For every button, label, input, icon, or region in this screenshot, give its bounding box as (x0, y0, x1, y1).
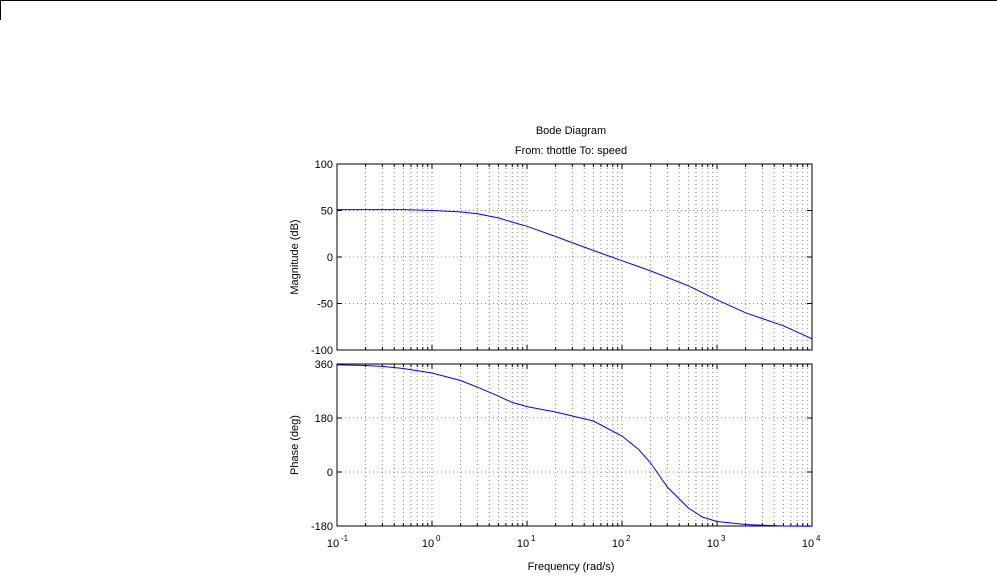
x-tick-label-exponent: 3 (721, 534, 726, 543)
magnitude-axes-box (336, 163, 813, 351)
x-tick-label: 10 (612, 538, 624, 550)
x-tick-label: 10 (327, 538, 339, 550)
magnitude-series-line (337, 209, 813, 340)
chart-title: Bode Diagram (536, 125, 606, 137)
phase-axes-box (336, 363, 813, 527)
phase-ytick-label: -180 (311, 521, 333, 533)
phase-ytick-label: 0 (327, 467, 333, 479)
left-rule (0, 0, 1, 20)
phase-ytick-label: 180 (315, 413, 333, 425)
x-tick-label-exponent: 1 (531, 534, 536, 543)
x-tick-label-exponent: 0 (436, 534, 441, 543)
x-tick-label: 10 (422, 538, 434, 550)
chart-subtitle: From: thottle To: speed (515, 145, 627, 157)
top-rule (0, 0, 997, 1)
x-tick-label-exponent: 2 (626, 534, 631, 543)
phase-y-axis-label: Phase (deg) (289, 415, 301, 475)
x-tick-label: 10 (802, 538, 814, 550)
phase-ytick-label: 360 (315, 359, 333, 371)
x-tick-label-exponent: 4 (816, 534, 821, 543)
magnitude-ytick-label: -100 (311, 345, 333, 357)
magnitude-ytick-label: 50 (321, 206, 333, 218)
phase-series-line (336, 364, 813, 527)
x-axis-label: Frequency (rad/s) (528, 561, 615, 573)
x-tick-label-exponent: -1 (341, 534, 349, 543)
magnitude-ytick-label: 100 (315, 159, 333, 171)
x-tick-label: 10 (707, 538, 719, 550)
magnitude-ytick-label: 0 (327, 252, 333, 264)
magnitude-y-axis-label: Magnitude (dB) (289, 219, 301, 294)
x-tick-label: 10 (517, 538, 529, 550)
magnitude-ytick-label: -50 (317, 299, 333, 311)
